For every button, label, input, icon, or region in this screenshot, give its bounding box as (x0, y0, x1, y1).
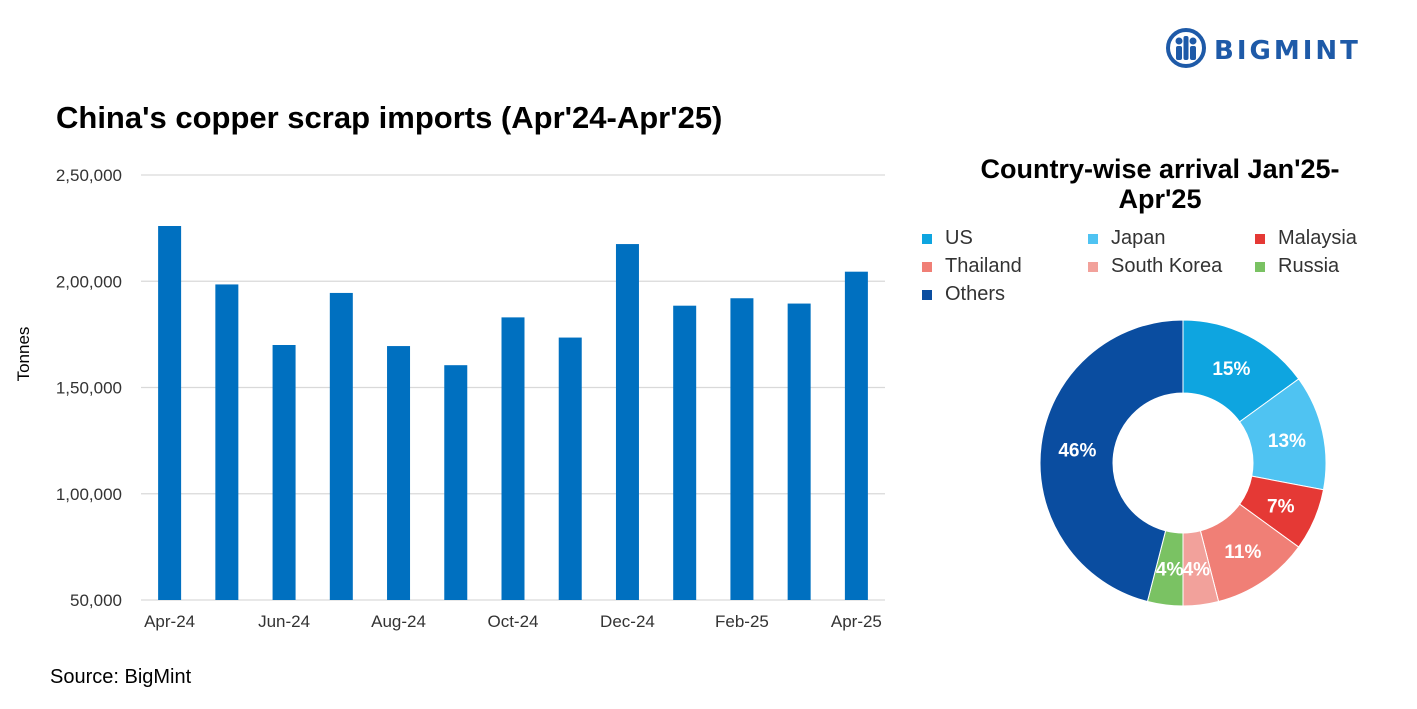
x-tick-label: Dec-24 (600, 612, 655, 631)
legend-swatch (1088, 233, 1098, 244)
chart-title: China's copper scrap imports (Apr'24-Apr… (56, 100, 723, 135)
legend-swatch (922, 261, 932, 272)
legend-swatch (1088, 261, 1098, 272)
bar-Jul-24 (329, 292, 353, 600)
legend-label: South Korea (1111, 255, 1223, 277)
bar-Jan-25 (673, 305, 697, 600)
legend-label: Malaysia (1278, 227, 1357, 249)
legend-item: US (922, 226, 1088, 251)
x-tick-label: Jun-24 (258, 612, 310, 631)
bigmint-logo: BIGMINT (1166, 28, 1361, 68)
bar-chart-y-ticks: 50,000 1,00,000 1,50,000 2,00,000 2,50,000 (56, 166, 122, 610)
donut-value-label: 15% (1212, 359, 1250, 380)
donut-value-label: 7% (1267, 496, 1295, 517)
bar-Nov-24 (558, 337, 582, 600)
donut-title-line-2: Apr'25 (1118, 184, 1202, 214)
donut-value-label: 11% (1224, 542, 1261, 563)
legend-item: Thailand (922, 254, 1088, 279)
x-tick-label: Feb-25 (715, 612, 769, 631)
x-tick-label: Aug-24 (371, 612, 426, 631)
legend-item: South Korea (1088, 254, 1255, 279)
donut-value-label: 4% (1183, 560, 1211, 581)
donut-title-line-1: Country-wise arrival Jan'25- (980, 154, 1340, 184)
bar-chart-x-ticks: Apr-24 Jun-24 Aug-24 Oct-24 Dec-24 Feb-25 Apr-… (144, 612, 882, 631)
legend-label: US (945, 227, 973, 249)
bar-chart: 50,000 1,00,000 1,50,000 2,00,000 2,50,000 A… (14, 166, 885, 631)
donut-slice-others (1039, 319, 1184, 603)
bar-Mar-25 (787, 303, 811, 600)
donut-legend: US Japan Malaysia Thailand South Korea Russia… (922, 226, 1382, 307)
legend-item: Japan (1088, 226, 1255, 251)
y-tick-label: 50,000 (70, 591, 122, 610)
logo-text: BIGMINT (1214, 36, 1361, 66)
legend-label: Russia (1278, 255, 1340, 277)
legend-label: Others (945, 283, 1006, 305)
legend-swatch (1255, 261, 1265, 272)
donut-value-label: 13% (1268, 431, 1306, 452)
x-tick-label: Apr-24 (144, 612, 195, 631)
donut-chart: 15% 13% 7% 11% 4%4% 46% (1039, 319, 1327, 607)
bar-Dec-24 (615, 244, 639, 600)
donut-chart-title: Country-wise arrival Jan'25- Apr'25 (940, 154, 1380, 214)
bar-May-24 (215, 284, 239, 600)
y-tick-label: 1,50,000 (56, 379, 122, 398)
bar-Feb-25 (730, 298, 754, 600)
legend-item: Malaysia (1255, 226, 1382, 251)
bar-Jun-24 (272, 345, 296, 600)
bar-Oct-24 (501, 317, 525, 600)
x-tick-label: Apr-25 (831, 612, 882, 631)
bar-chart-bars (158, 226, 868, 600)
legend-item: Russia (1255, 254, 1382, 279)
legend-swatch (1255, 233, 1265, 244)
source-note: Source: BigMint (50, 666, 192, 688)
x-tick-label: Oct-24 (487, 612, 538, 631)
legend-label: Thailand (945, 255, 1022, 277)
y-tick-label: 1,00,000 (56, 485, 122, 504)
legend-label: Japan (1111, 227, 1166, 249)
legend-swatch (922, 233, 932, 244)
legend-item: Others (922, 282, 1088, 307)
donut-value-label: 4% (1156, 560, 1184, 581)
bar-Apr-25 (844, 271, 868, 600)
y-tick-label: 2,00,000 (56, 272, 122, 291)
bar-Sep-24 (444, 365, 468, 600)
donut-value-label: 46% (1058, 441, 1096, 462)
bar-Apr-24 (158, 226, 182, 600)
y-tick-label: 2,50,000 (56, 166, 122, 185)
y-axis-label: Tonnes (14, 327, 33, 382)
bar-Aug-24 (387, 346, 411, 600)
legend-swatch (922, 289, 932, 300)
